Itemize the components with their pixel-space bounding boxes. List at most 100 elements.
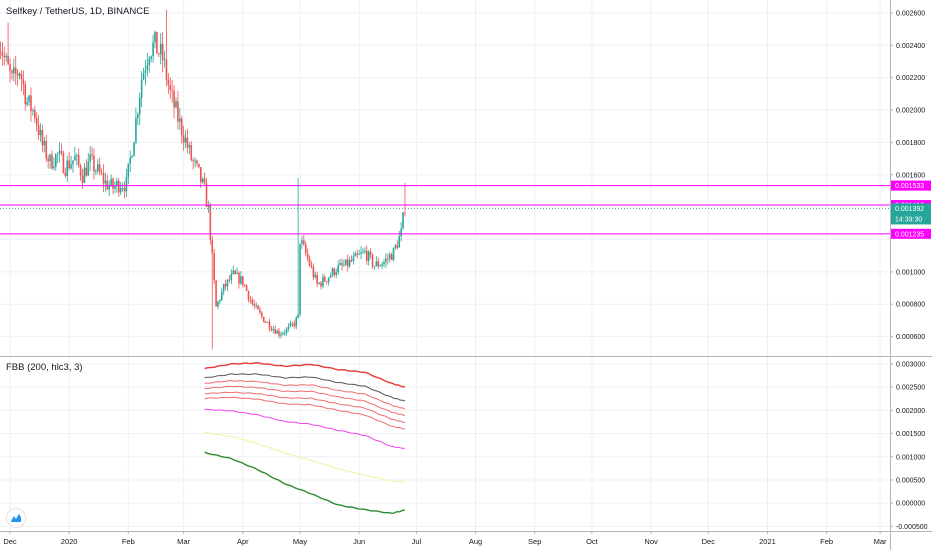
candle-body — [186, 137, 189, 148]
time-axis-label: 2021 — [759, 537, 776, 546]
candle-body — [371, 254, 374, 267]
candle-body — [203, 178, 206, 184]
fbb-band-line — [204, 391, 405, 423]
candle-body — [66, 160, 69, 176]
candle-body — [24, 84, 27, 105]
candle-body — [127, 163, 130, 178]
candle-body — [196, 160, 198, 164]
candle-body — [213, 253, 215, 281]
candle-body — [360, 252, 362, 254]
candle-body — [13, 67, 15, 74]
candle-body — [220, 291, 223, 301]
candle-body — [95, 170, 97, 172]
indicator-axis-label: 0.000500 — [896, 477, 925, 484]
candle-body — [270, 328, 273, 331]
candle-body — [299, 243, 301, 315]
fbb-band-line — [204, 373, 406, 402]
candle-body — [163, 59, 166, 61]
tradingview-logo-icon[interactable] — [6, 508, 26, 528]
candle-body — [110, 178, 112, 186]
candle-body — [79, 165, 82, 176]
candle-body — [200, 167, 202, 182]
candle-body — [184, 137, 187, 143]
candle-body — [75, 155, 78, 156]
price-axis-label: 0.000600 — [896, 334, 925, 341]
time-axis-label: Feb — [820, 537, 833, 546]
candle-body — [348, 260, 351, 267]
candle-body — [303, 240, 305, 245]
candle-body — [131, 156, 133, 158]
candle-body — [226, 279, 229, 287]
time-axis-label: Feb — [122, 537, 135, 546]
time-axis-label: Oct — [586, 537, 599, 546]
candle-body — [373, 266, 376, 267]
candle-body — [312, 266, 315, 278]
candle-body — [289, 323, 292, 327]
candle-body — [117, 180, 120, 193]
candle-body — [179, 118, 181, 122]
candle-body — [16, 73, 19, 76]
candle-body — [350, 260, 353, 262]
candle-body — [7, 55, 9, 65]
time-axis-label: Apr — [237, 537, 249, 546]
candle-body — [1, 52, 4, 56]
indicator-axis-label: 0.002000 — [896, 408, 925, 415]
candle-body — [112, 178, 114, 189]
candle-body — [96, 164, 99, 171]
candle-body — [335, 272, 338, 275]
candle-body — [47, 158, 49, 162]
candle-body — [230, 273, 233, 281]
candle-body — [74, 155, 76, 161]
candle-body — [404, 212, 406, 214]
candle-body — [388, 254, 391, 259]
candle-body — [345, 259, 347, 266]
time-axis-label: Aug — [469, 537, 482, 546]
candle-body — [53, 166, 55, 169]
candle-body — [142, 73, 145, 80]
candle-body — [365, 250, 368, 261]
candle-body — [93, 155, 95, 172]
candle-body — [169, 85, 172, 90]
candle-body — [377, 261, 380, 267]
candle-body — [291, 323, 294, 325]
candle-body — [121, 188, 124, 189]
candle-body — [41, 130, 44, 146]
time-axis-label: Dec — [3, 537, 17, 546]
candle-body — [362, 251, 364, 253]
candle-body — [381, 264, 383, 266]
candle-body — [396, 245, 399, 248]
candle-body — [318, 282, 320, 284]
candle-body — [83, 167, 86, 183]
candle-body — [64, 173, 67, 176]
candle-body — [209, 205, 212, 240]
candle-body — [100, 172, 103, 174]
candle-body — [144, 70, 147, 74]
candle-body — [306, 253, 309, 259]
candle-body — [228, 279, 231, 281]
candle-body — [125, 177, 128, 192]
candle-body — [295, 317, 297, 327]
candle-body — [3, 55, 6, 58]
candle-body — [14, 67, 17, 74]
candle-body — [276, 330, 278, 334]
candle-body — [364, 250, 366, 252]
fbb-band-line — [204, 380, 406, 410]
candle-body — [62, 153, 65, 174]
candle-body — [392, 248, 395, 260]
candle-body — [37, 125, 40, 136]
candle-body — [198, 163, 200, 168]
price-axis-label: 0.001000 — [896, 269, 925, 276]
candle-body — [137, 114, 139, 118]
candle-body — [251, 299, 254, 305]
candle-body — [148, 58, 151, 66]
fbb-band-line — [204, 451, 406, 515]
candle-body — [140, 79, 143, 98]
fbb-band-line — [204, 408, 406, 449]
candle-body — [243, 284, 246, 286]
candle-body — [167, 79, 170, 86]
candle-body — [234, 270, 236, 274]
candle-body — [180, 118, 183, 136]
candle-body — [150, 56, 152, 59]
candle-body — [22, 79, 25, 85]
